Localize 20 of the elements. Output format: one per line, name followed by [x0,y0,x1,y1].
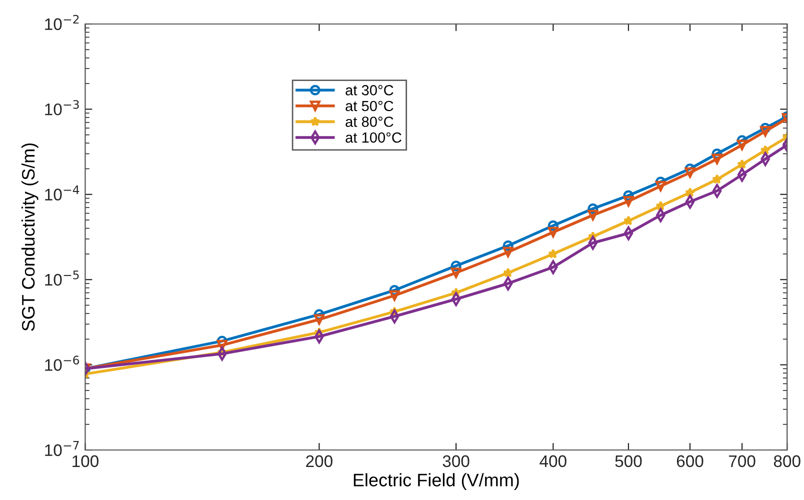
y-axis-title: SGT Conductivity (S/m) [21,143,38,331]
legend-label: at 50°C [346,100,394,112]
x-tick-label: 700 [728,455,756,468]
x-tick-label: 100 [72,455,98,468]
legend-label: at 30°C [346,85,394,96]
x-axis-title: Electric Field (V/mm) [354,473,519,490]
y-tick-label: 10$^{−3}$ [45,100,79,116]
x-tick-label: 200 [306,455,332,468]
x-tick-label: 600 [676,455,704,468]
x-tick-label: 500 [615,455,642,468]
y-tick-label: 10$^{−6}$ [45,356,80,371]
x-tick-label: 400 [540,455,566,468]
x-tick-label: 800 [774,455,800,468]
x-tick-label: 300 [442,455,470,468]
y-tick-label: 10$^{−5}$ [45,270,79,286]
y-tick-label: 10$^{−2}$ [45,14,79,30]
legend-label: at 100°C [346,132,402,143]
y-tick-label: 10$^{−4}$ [45,185,80,200]
legend-label: at 80°C [346,116,394,127]
y-tick-label: 10$^{−7}$ [45,441,79,456]
